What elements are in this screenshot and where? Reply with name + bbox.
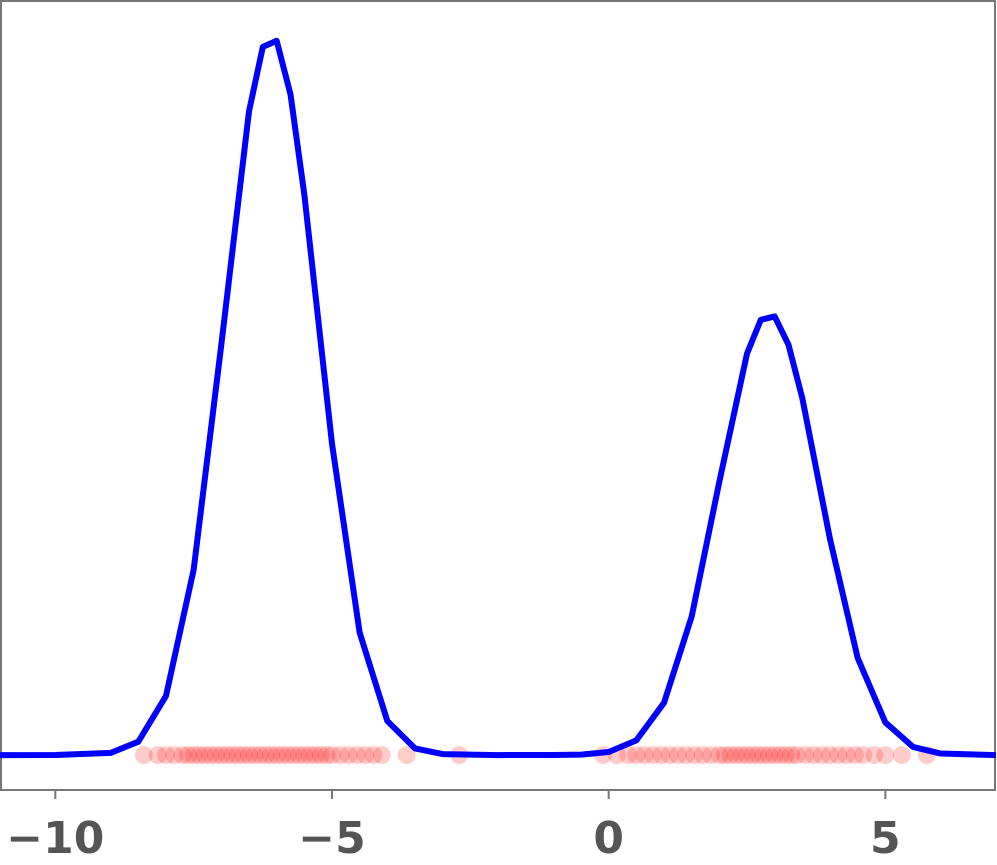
rug-point [693,746,712,765]
density-line [0,37,997,759]
rug-point [284,746,303,765]
rug-point [251,746,270,765]
x-tick-label: −5 [298,813,365,864]
rug-point [245,746,264,765]
rug-point [179,746,198,765]
rug-point [228,746,247,765]
rug-point [627,746,646,765]
rug-point [619,746,638,765]
rug-point [234,746,253,765]
rug-point [157,746,175,765]
rug-point [837,746,856,765]
x-tick-label: −10 [6,813,104,864]
rug-point [677,746,696,765]
rug-point [760,746,779,765]
rug-point [643,746,662,765]
rug-point [685,746,704,765]
rug-point [738,746,756,765]
rug-point [201,746,220,765]
rug-point [771,746,790,765]
rug-point [356,746,375,765]
rug-point [364,746,383,765]
rug-point [306,746,325,765]
rug-point [854,746,873,765]
rug-point [776,746,795,765]
rug-point [317,746,336,765]
rug-point [217,746,236,765]
rug-point [804,746,823,765]
rug-point [702,746,721,765]
rug-point [184,746,203,765]
rug-point [652,746,671,765]
rug-point [267,746,286,765]
rug-point [845,746,864,765]
rug-point [892,746,911,765]
rug-point [262,746,281,765]
rug-point [635,746,654,765]
rug-point [372,746,391,765]
rug-point [865,746,884,765]
rug-point [796,746,815,765]
rug-point [289,746,308,765]
x-tick-label: 5 [870,813,901,864]
rug-point [710,746,729,765]
rug-point [256,746,275,765]
rug-point [240,746,258,765]
rug-point [295,746,314,765]
plot-frame [0,0,996,791]
rug-point [732,746,751,765]
rug-point [782,746,801,765]
rug-point [206,746,225,765]
rug-point [668,746,687,765]
rug-point [876,746,895,765]
rug-point [165,746,184,765]
rug-point [715,746,734,765]
rug-point [134,746,153,765]
rug-point [195,746,214,765]
rug-point [323,746,341,765]
rug-point [331,746,350,765]
rug-point [347,746,366,765]
rug-point [339,746,358,765]
rug-point [829,746,848,765]
rug-point [223,746,242,765]
rug-point [743,746,762,765]
rug-point [726,746,745,765]
rug-point [311,746,330,765]
rug-point [812,746,831,765]
rug-point [660,746,679,765]
rug-point [173,746,192,765]
rug-point [787,746,806,765]
rug-point [821,746,839,765]
rug-point [721,746,740,765]
rug-point [300,746,319,765]
rug-point [749,746,768,765]
rug-point [148,746,167,765]
rug-point [754,746,773,765]
rug-point [212,746,231,765]
rug-point [278,746,297,765]
rug-point [273,746,292,765]
rug-point [765,746,784,765]
rug-point [190,746,209,765]
x-tick-label: 0 [593,813,624,864]
rug-point [397,746,416,765]
